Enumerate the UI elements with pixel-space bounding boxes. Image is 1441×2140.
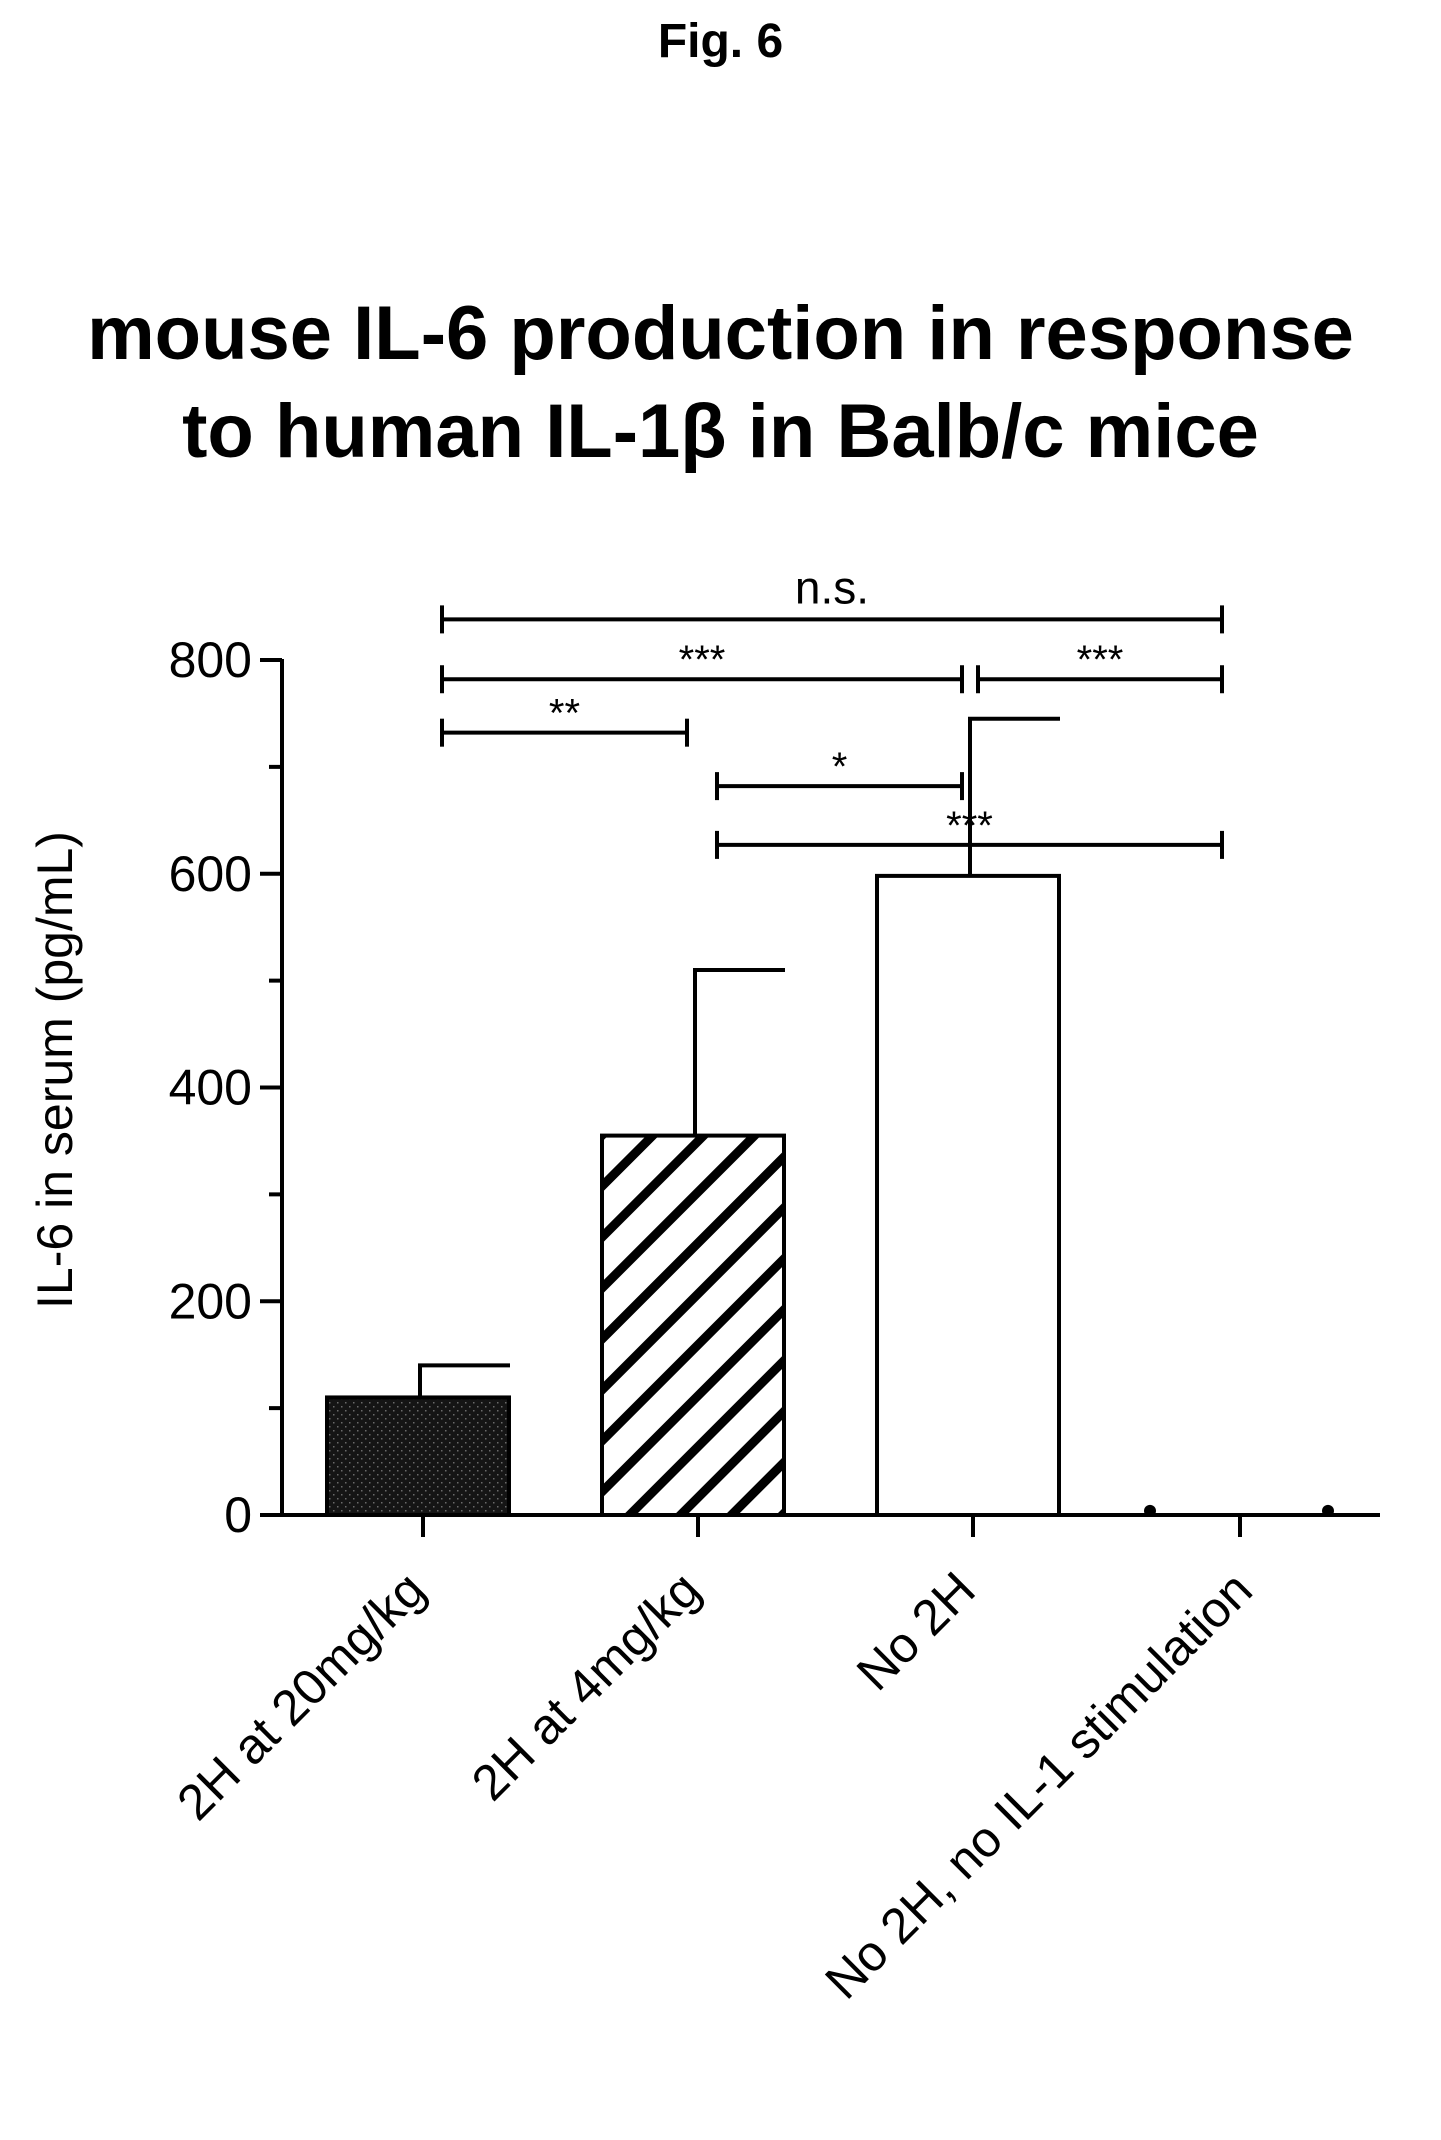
- y-tick-label: 800: [169, 632, 252, 688]
- bar: [600, 1133, 786, 1517]
- significance-label: n.s.: [795, 561, 869, 613]
- significance-label: **: [549, 692, 580, 736]
- significance-label: ***: [946, 804, 993, 848]
- x-tick-label: 2H at 4mg/kg: [461, 1561, 711, 1811]
- y-tick-label: 0: [224, 1487, 252, 1543]
- y-tick-label: 400: [169, 1060, 252, 1116]
- y-tick-label: 200: [169, 1273, 252, 1329]
- x-tick-label: No 2H: [846, 1561, 986, 1701]
- y-tick-label: 600: [169, 846, 252, 902]
- figure-label: Fig. 6: [657, 15, 784, 68]
- bars: [325, 873, 1334, 1517]
- significance-label: ***: [679, 638, 726, 682]
- data-point: [1322, 1504, 1334, 1517]
- y-axis-label: IL-6 in serum (pg/mL): [27, 831, 83, 1309]
- chart-title: mouse IL-6 production in response to hum…: [0, 285, 1441, 481]
- significance-brackets: n.s.*** *********: [440, 561, 1224, 859]
- bar: [325, 1395, 511, 1517]
- significance-label: ***: [1077, 638, 1124, 682]
- chart-title-line-1: mouse IL-6 production in response: [87, 291, 1354, 376]
- bar: [875, 873, 1061, 1517]
- y-axis: 0 200 400 600 800: [169, 632, 284, 1543]
- error-bars: [418, 716, 1060, 1398]
- chart-title-line-2: to human IL-1β in Balb/c mice: [182, 389, 1259, 474]
- significance-label: *: [832, 745, 848, 789]
- x-tick-label: 2H at 20mg/kg: [166, 1561, 436, 1831]
- data-point: [1144, 1504, 1156, 1517]
